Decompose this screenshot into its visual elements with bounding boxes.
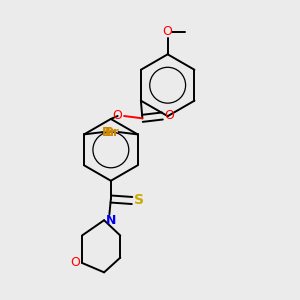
Text: Br: Br bbox=[105, 125, 119, 139]
Text: O: O bbox=[70, 256, 80, 269]
Text: S: S bbox=[134, 194, 144, 208]
Text: O: O bbox=[113, 110, 123, 122]
Text: N: N bbox=[105, 214, 116, 227]
Text: O: O bbox=[163, 25, 172, 38]
Text: O: O bbox=[164, 110, 174, 122]
Text: Br: Br bbox=[102, 125, 117, 139]
